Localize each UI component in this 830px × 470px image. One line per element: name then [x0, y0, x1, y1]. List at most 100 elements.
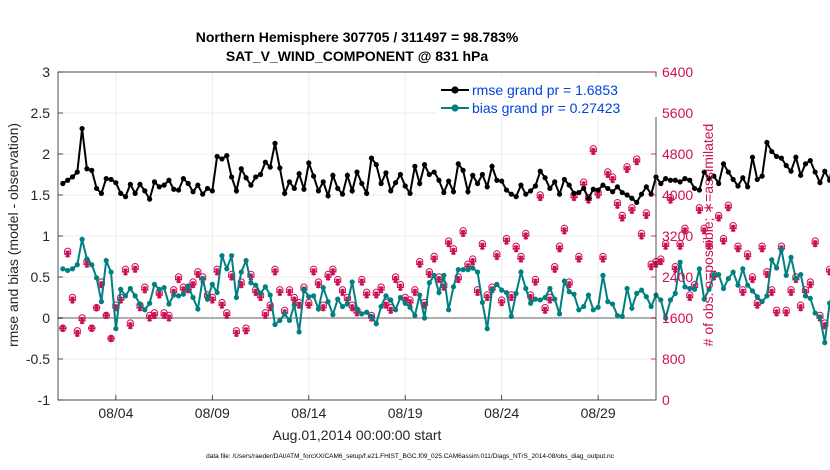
rmse-point: [687, 177, 693, 183]
assimilated-obs-point: [121, 268, 130, 276]
assimilated-obs-point: [290, 296, 298, 304]
assimilated-obs-point: [498, 299, 506, 307]
bias-point: [812, 310, 818, 316]
bias-point: [412, 312, 418, 319]
rmse-point: [147, 196, 153, 202]
rmse-point: [677, 179, 683, 185]
rmse-point: [60, 180, 66, 187]
rmse-point: [778, 155, 784, 161]
y-right-tick-label: 800: [662, 351, 686, 367]
rmse-point: [730, 176, 736, 183]
assimilated-obs-point: [700, 227, 708, 235]
bias-point: [373, 321, 379, 327]
assimilated-obs-point: [739, 288, 747, 296]
rmse-point: [711, 173, 717, 179]
bias-point: [426, 280, 432, 286]
rmse-point: [609, 189, 616, 195]
y-axis-label-right: # of obs: o=possible; ∗=assimilated: [700, 124, 716, 347]
bias-point: [672, 290, 678, 296]
bias-point: [605, 299, 611, 305]
series-layer: [59, 125, 830, 346]
assimilated-obs-point: [445, 240, 453, 248]
assimilated-obs-point: [218, 301, 226, 309]
bias-point: [330, 312, 336, 318]
assimilated-obs-point: [78, 316, 86, 325]
rmse-point: [513, 194, 519, 200]
bias-point: [552, 296, 558, 302]
bias-point: [349, 279, 355, 285]
bias-point: [523, 285, 529, 292]
bias-point: [465, 267, 471, 273]
assimilated-obs-point: [647, 263, 655, 271]
rmse-point: [272, 140, 278, 146]
rmse-point: [638, 191, 645, 197]
bias-point: [677, 259, 683, 265]
assimilated-obs-point: [411, 288, 419, 296]
bias-point: [667, 297, 674, 303]
assimilated-obs-point: [768, 288, 776, 296]
bias-point: [378, 303, 384, 310]
rmse-point: [769, 148, 775, 155]
rmse-point: [465, 189, 471, 195]
assimilated-obs-point: [68, 296, 77, 304]
rmse-point: [320, 179, 326, 185]
bias-point: [489, 287, 495, 293]
rmse-point: [701, 169, 707, 175]
rmse-point: [788, 168, 794, 174]
rmse-point: [470, 172, 476, 178]
assimilated-obs-point: [642, 211, 650, 220]
assimilated-obs-point: [662, 242, 670, 250]
assimilated-obs-point: [228, 273, 236, 281]
rmse-point: [392, 180, 399, 186]
x-tick-label: 08/19: [388, 405, 423, 421]
bias-point: [277, 317, 283, 324]
bias-point: [754, 294, 760, 300]
bias-point: [470, 265, 476, 271]
rmse-point: [441, 189, 447, 196]
rmse-point: [262, 159, 268, 165]
chart-title: Northern Hemisphere 307705 / 311497 = 98…: [196, 29, 519, 45]
legend-bias-label: bias grand pr = 0.27423: [472, 100, 620, 116]
assimilated-obs-point: [179, 286, 187, 294]
rmse-point: [682, 176, 688, 182]
bias-point: [151, 281, 158, 287]
y-left-tick-label: 1.5: [31, 187, 51, 203]
assimilated-obs-point: [136, 304, 144, 312]
rmse-point: [306, 160, 312, 166]
assimilated-obs-point: [541, 306, 549, 314]
rmse-point: [113, 180, 119, 186]
rmse-point: [542, 175, 548, 181]
rmse-point: [585, 195, 592, 201]
bias-point: [122, 293, 129, 299]
assimilated-obs-point: [266, 304, 274, 312]
assimilated-obs-point: [391, 275, 400, 284]
rmse-point: [793, 154, 799, 160]
bias-point: [537, 297, 543, 303]
assimilated-obs-point: [309, 268, 318, 276]
rmse-point: [802, 161, 809, 167]
assimilated-obs-point: [73, 329, 81, 337]
rmse-point: [79, 125, 85, 132]
assimilated-obs-point: [522, 232, 530, 240]
series-possible: [59, 145, 830, 343]
assimilated-obs-point: [256, 293, 265, 302]
bias-point: [166, 301, 172, 307]
assimilated-obs-point: [314, 281, 323, 289]
y-left-tick-label: -0.5: [26, 351, 50, 367]
bias-point: [417, 292, 423, 298]
assimilated-obs-point: [348, 304, 356, 312]
rmse-point: [373, 162, 379, 168]
bias-point: [542, 294, 548, 301]
assimilated-obs-point: [430, 255, 438, 263]
rmse-point: [672, 177, 678, 183]
assimilated-obs-point: [787, 288, 795, 296]
assimilated-obs-point: [695, 206, 704, 214]
series-assimilated: [59, 147, 830, 343]
rmse-point: [537, 168, 543, 174]
bias-point: [397, 294, 404, 301]
rmse-point: [315, 188, 322, 194]
bias-point: [267, 292, 273, 298]
rmse-point: [224, 153, 230, 159]
assimilated-obs-point: [758, 245, 766, 253]
rmse-point: [277, 165, 283, 171]
